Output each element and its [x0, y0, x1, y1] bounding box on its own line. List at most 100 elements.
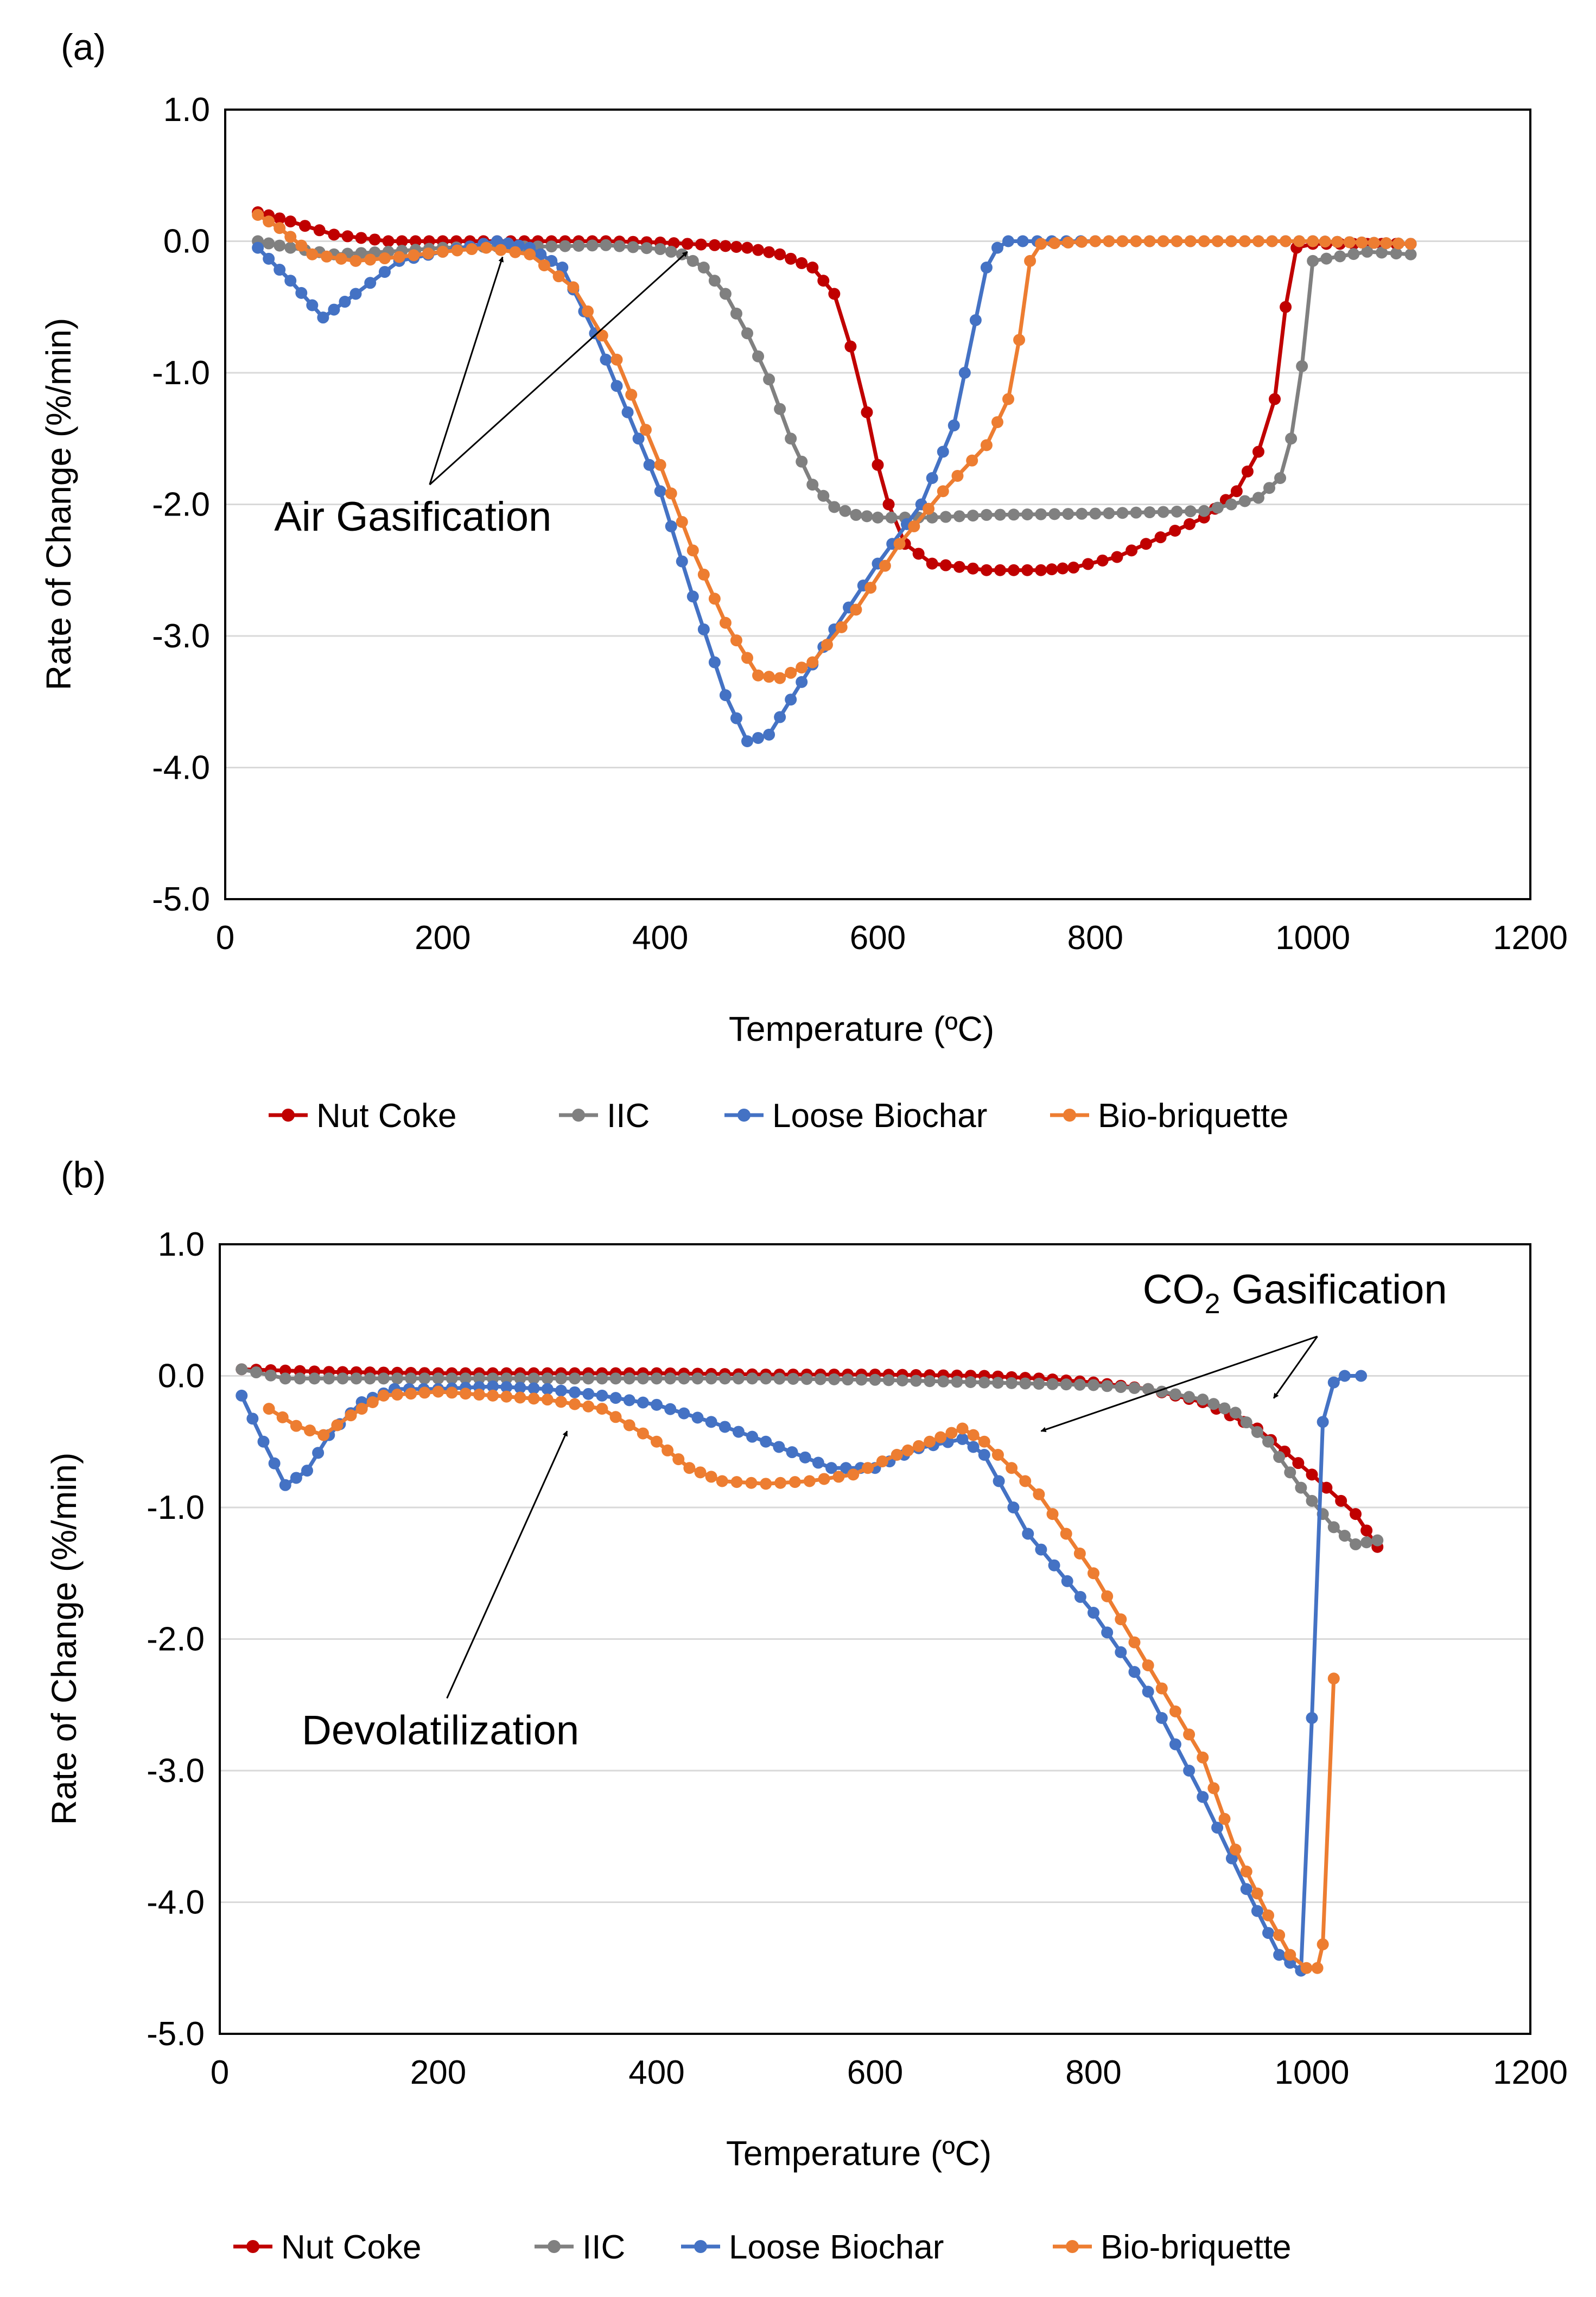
data-point	[785, 252, 797, 265]
data-point	[1269, 393, 1281, 405]
data-point	[872, 459, 884, 471]
series-line	[268, 1390, 1336, 1970]
data-point	[336, 1372, 349, 1385]
data-point	[1211, 1822, 1224, 1834]
data-point	[500, 1372, 513, 1385]
data-point	[752, 731, 765, 744]
panel-label: (a)	[61, 27, 106, 68]
data-point	[451, 244, 463, 257]
data-point	[1006, 1377, 1018, 1389]
data-point	[664, 1403, 677, 1415]
data-point	[257, 1435, 270, 1448]
data-point	[1061, 1575, 1073, 1587]
data-point	[901, 1444, 914, 1456]
data-point	[418, 1372, 431, 1385]
data-point	[473, 1372, 485, 1385]
data-point	[746, 1372, 759, 1385]
data-point	[535, 248, 547, 260]
y-tick-label: -3.0	[152, 618, 210, 655]
data-point	[1317, 1416, 1329, 1428]
legend-label: IIC	[607, 1097, 650, 1135]
data-point	[1019, 1475, 1032, 1487]
annotation-text: Air Gasification	[274, 494, 551, 540]
data-point	[969, 314, 982, 326]
data-point	[730, 712, 742, 724]
data-point	[964, 1376, 977, 1389]
data-point	[1225, 235, 1237, 247]
legend-marker	[548, 2240, 561, 2253]
y-tick-label: 1.0	[158, 1226, 205, 1263]
data-point	[1225, 498, 1237, 511]
data-point	[509, 246, 522, 258]
data-point	[1088, 1567, 1099, 1580]
data-point	[694, 1466, 707, 1479]
x-tick-label: 1200	[1493, 2054, 1568, 2091]
data-point	[752, 669, 765, 682]
data-point	[980, 508, 993, 521]
data-point	[978, 1376, 990, 1389]
data-point	[980, 262, 993, 273]
legend-item: Bio-briquette	[1053, 2229, 1292, 2266]
data-point	[828, 1373, 841, 1385]
data-point	[1008, 564, 1020, 576]
data-point	[885, 511, 898, 524]
data-point	[882, 1374, 895, 1386]
data-point	[569, 1386, 581, 1398]
data-point	[1338, 1530, 1351, 1542]
data-point	[705, 1471, 717, 1483]
data-point	[1062, 508, 1074, 520]
data-point	[926, 472, 938, 484]
data-point	[1319, 236, 1331, 248]
data-point	[763, 671, 775, 683]
data-point	[1002, 393, 1014, 405]
data-point	[1155, 1682, 1168, 1695]
data-point	[328, 303, 340, 316]
data-point	[730, 241, 742, 253]
data-point	[855, 1373, 868, 1386]
data-point	[1229, 1407, 1242, 1419]
data-point	[274, 264, 286, 276]
data-point	[1238, 235, 1251, 247]
data-point	[796, 661, 808, 674]
data-point	[473, 1389, 485, 1401]
data-point	[665, 520, 677, 532]
data-point	[654, 243, 666, 256]
data-point	[937, 446, 949, 458]
data-point	[436, 245, 449, 258]
annotation: Devolatilization	[302, 1430, 579, 1754]
data-point	[1142, 1685, 1154, 1698]
data-point	[1197, 1751, 1209, 1764]
data-point	[378, 252, 391, 265]
data-point	[339, 296, 351, 308]
data-point	[328, 228, 340, 241]
data-point	[774, 672, 786, 684]
data-point	[541, 1394, 554, 1406]
data-point	[708, 593, 721, 605]
data-point	[396, 235, 408, 247]
data-point	[582, 305, 594, 317]
data-point	[355, 1403, 368, 1415]
x-tick-label: 600	[850, 919, 906, 957]
data-point	[937, 485, 949, 498]
data-point	[672, 1453, 685, 1466]
data-point	[763, 728, 775, 741]
data-point	[948, 419, 960, 431]
data-point	[796, 257, 808, 269]
data-point	[1035, 238, 1047, 250]
data-point	[683, 1462, 696, 1474]
data-point	[295, 287, 308, 299]
data-point	[991, 241, 1003, 254]
legend-label: Loose Biochar	[772, 1097, 987, 1135]
data-point	[527, 1372, 540, 1385]
data-point	[752, 350, 765, 362]
data-point	[569, 1372, 581, 1385]
data-point	[312, 1447, 325, 1459]
data-point	[268, 1457, 281, 1469]
data-point	[304, 1424, 316, 1437]
data-point	[1128, 1636, 1141, 1649]
data-point	[869, 1373, 881, 1386]
data-point	[1019, 1377, 1032, 1390]
data-point	[432, 1385, 444, 1398]
data-point	[290, 1420, 302, 1432]
data-point	[956, 1422, 969, 1435]
